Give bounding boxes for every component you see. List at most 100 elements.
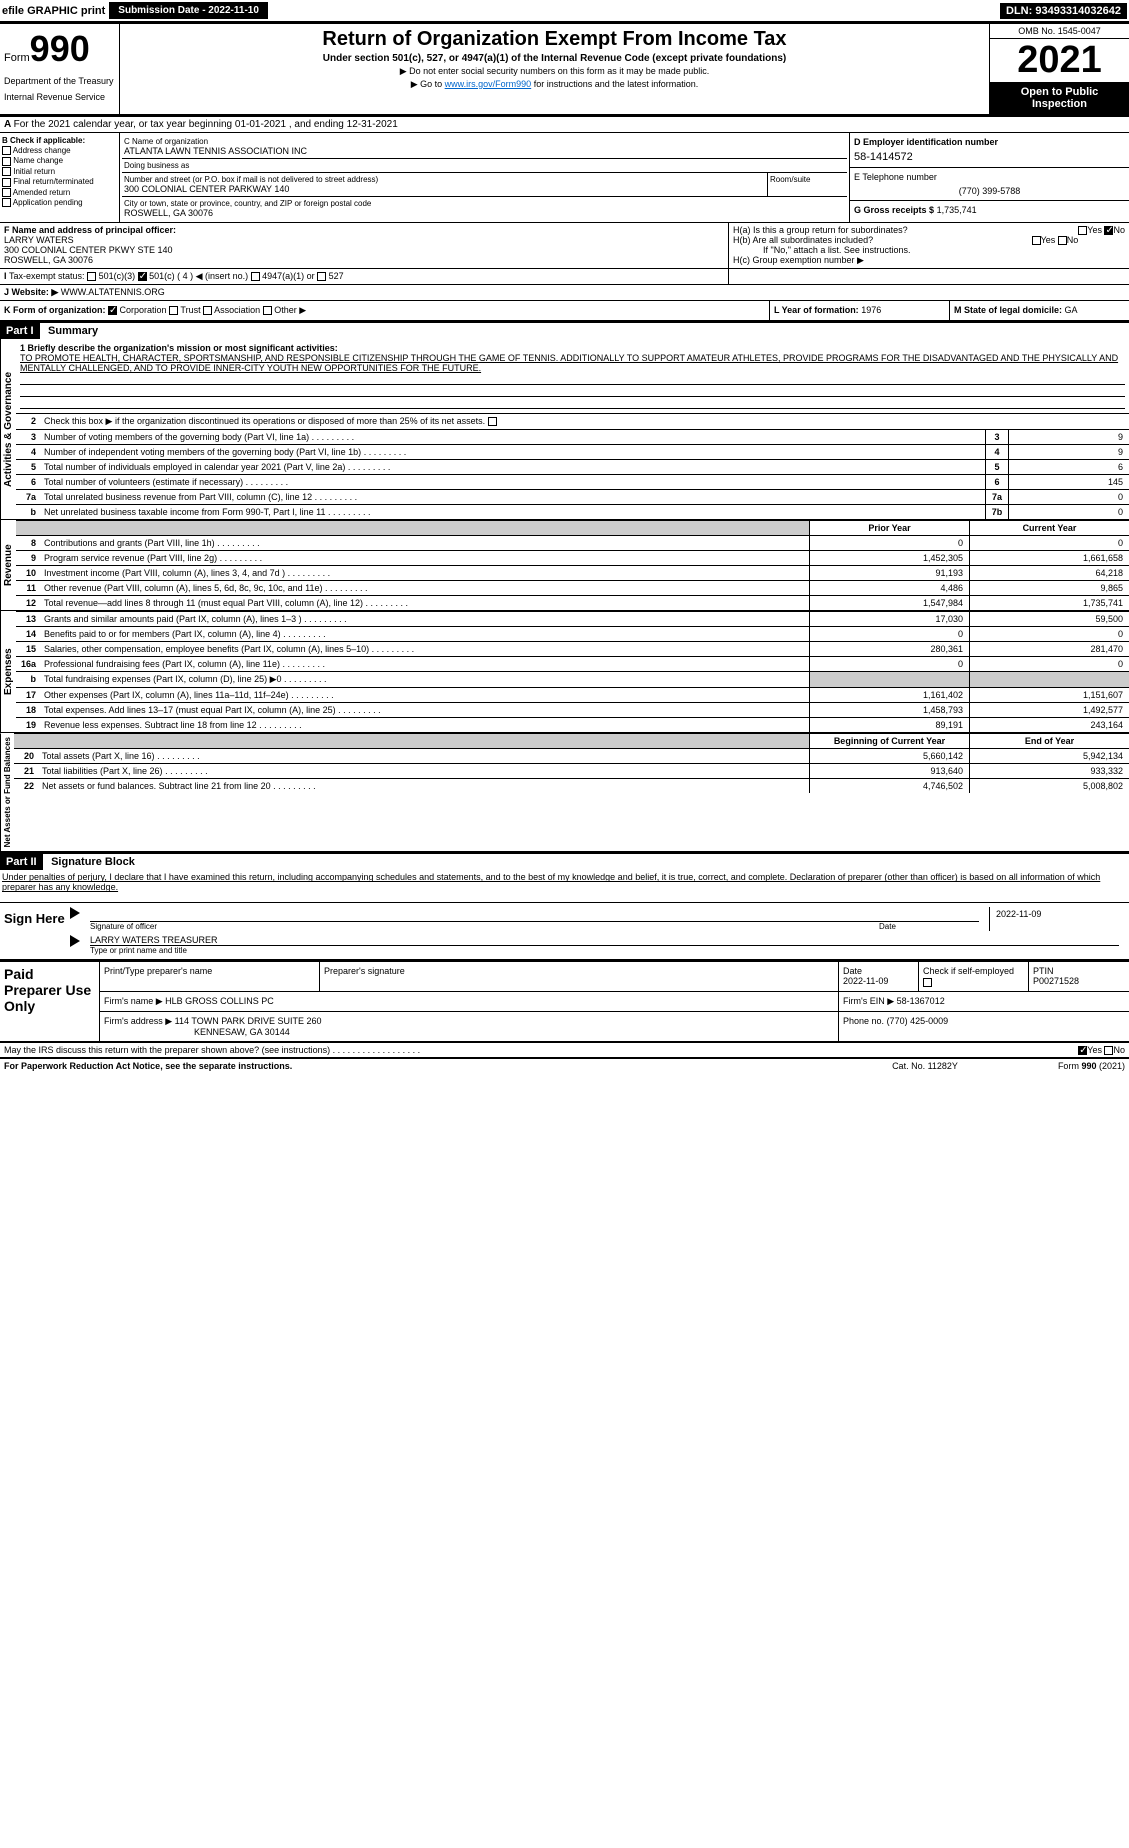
phone-value: (770) 399-5788 (854, 186, 1125, 196)
prep-name-label: Print/Type preparer's name (100, 962, 320, 990)
submission-date-button[interactable]: Submission Date - 2022-11-10 (109, 2, 268, 19)
line-desc: Total liabilities (Part X, line 26) (38, 764, 809, 778)
part1-header-row: Part I Summary (0, 323, 1129, 339)
line-desc: Total revenue—add lines 8 through 11 (mu… (40, 596, 809, 610)
hb-yes-chk[interactable] (1032, 236, 1041, 245)
chk-assoc[interactable] (203, 306, 212, 315)
chk-final[interactable]: Final return/terminated (2, 177, 117, 186)
current-val: 243,164 (969, 718, 1129, 732)
current-val: 9,865 (969, 581, 1129, 595)
line-val: 9 (1009, 430, 1129, 444)
discuss-q: May the IRS discuss this return with the… (4, 1045, 330, 1055)
line-num: 22 (14, 779, 38, 793)
line-num: 21 (14, 764, 38, 778)
part2-badge: Part II (0, 854, 43, 870)
entity-block: B Check if applicable: Address change Na… (0, 133, 1129, 223)
line1-label: 1 Briefly describe the organization's mi… (20, 343, 1125, 353)
line-val: 0 (1009, 490, 1129, 504)
line-num: 16a (16, 657, 40, 671)
prior-val: 17,030 (809, 612, 969, 626)
prior-val: 1,161,402 (809, 688, 969, 702)
line2-chk[interactable] (488, 417, 497, 426)
line-num: 7a (16, 490, 40, 504)
ha-no-chk[interactable] (1104, 226, 1113, 235)
firm-phone-label: Phone no. (843, 1016, 884, 1026)
chk-corp[interactable] (108, 306, 117, 315)
line-desc: Total fundraising expenses (Part IX, col… (40, 672, 809, 687)
line-num: b (16, 672, 40, 687)
chk-pending[interactable]: Application pending (2, 198, 117, 207)
form-number-cell: Form990 Department of the Treasury Inter… (0, 24, 120, 114)
status-right-spacer (729, 269, 1129, 284)
ha-label: H(a) Is this a group return for subordin… (733, 225, 908, 235)
main-title: Return of Organization Exempt From Incom… (124, 28, 985, 51)
sig-declaration: Under penalties of perjury, I declare th… (0, 870, 1129, 894)
prior-val: 1,458,793 (809, 703, 969, 717)
chk-amended[interactable]: Amended return (2, 188, 117, 197)
prior-val: 913,640 (809, 764, 969, 778)
line-val: 6 (1009, 460, 1129, 474)
line-val: 9 (1009, 445, 1129, 459)
phone-box: E Telephone number (770) 399-5788 (850, 168, 1129, 201)
firm-addr2: KENNESAW, GA 30144 (104, 1027, 290, 1037)
chk-501c3[interactable] (87, 272, 96, 281)
discuss-yes-chk[interactable] (1078, 1046, 1087, 1055)
chk-527[interactable] (317, 272, 326, 281)
line-desc: Total unrelated business revenue from Pa… (40, 490, 985, 504)
officer-name: LARRY WATERS (4, 235, 724, 245)
footer-catno: Cat. No. 11282Y (865, 1061, 985, 1071)
line-num: 3 (16, 430, 40, 444)
hb-no-chk[interactable] (1058, 236, 1067, 245)
current-val: 64,218 (969, 566, 1129, 580)
arrow-icon (70, 907, 80, 919)
gov-line: 3 Number of voting members of the govern… (16, 429, 1129, 444)
current-val: 1,151,607 (969, 688, 1129, 702)
line-box: 7a (985, 490, 1009, 504)
irs-link[interactable]: www.irs.gov/Form990 (445, 79, 532, 89)
discuss-row: May the IRS discuss this return with the… (0, 1043, 1129, 1059)
dept-treasury: Department of the Treasury (4, 76, 115, 86)
g-label: G Gross receipts $ (854, 205, 934, 215)
netassets-section: Net Assets or Fund Balances Beginning of… (0, 733, 1129, 854)
name-label: C Name of organization (124, 137, 845, 146)
chk-name-change[interactable]: Name change (2, 156, 117, 165)
part2-header-row: Part II Signature Block (0, 854, 1129, 870)
prior-val (809, 672, 969, 687)
hb-note: If "No," attach a list. See instructions… (733, 245, 1125, 255)
rev-label: Revenue (0, 520, 16, 610)
street-label: Number and street (or P.O. box if mail i… (124, 175, 765, 184)
prior-val: 1,452,305 (809, 551, 969, 565)
line-num: 8 (16, 536, 40, 550)
instr-goto-b: for instructions and the latest informat… (531, 79, 698, 89)
current-val: 5,008,802 (969, 779, 1129, 793)
line-desc: Number of independent voting members of … (40, 445, 985, 459)
city-value: ROSWELL, GA 30076 (124, 208, 845, 218)
form-number: 990 (30, 28, 90, 69)
chk-other[interactable] (263, 306, 272, 315)
chk-self-emp[interactable] (923, 978, 932, 987)
ein-label: D Employer identification number (854, 137, 1125, 147)
year-cell: OMB No. 1545-0047 2021 Open to Public In… (989, 24, 1129, 114)
col-b-checkboxes: B Check if applicable: Address change Na… (0, 133, 120, 222)
sign-here-block: Sign Here Signature of officerDate 2022-… (0, 902, 1129, 960)
line-desc: Grants and similar amounts paid (Part IX… (40, 612, 809, 626)
line-desc: Other revenue (Part VIII, column (A), li… (40, 581, 809, 595)
prep-date-val: 2022-11-09 (843, 976, 888, 986)
line-desc: Other expenses (Part IX, column (A), lin… (40, 688, 809, 702)
arrow-icon-2 (70, 935, 80, 947)
chk-initial[interactable]: Initial return (2, 167, 117, 176)
chk-trust[interactable] (169, 306, 178, 315)
current-val: 1,661,658 (969, 551, 1129, 565)
part1-badge: Part I (0, 323, 40, 339)
ha-yes-chk[interactable] (1078, 226, 1087, 235)
part2-title: Signature Block (45, 854, 141, 870)
street-value: 300 COLONIAL CENTER PARKWAY 140 (124, 184, 765, 194)
fin-line: 12 Total revenue—add lines 8 through 11 … (16, 595, 1129, 610)
chk-addr-change[interactable]: Address change (2, 146, 117, 155)
instr-goto-a: ▶ Go to (411, 79, 445, 89)
line-box: 3 (985, 430, 1009, 444)
chk-501c[interactable] (138, 272, 147, 281)
sig-date-label: Date (879, 922, 979, 931)
chk-4947[interactable] (251, 272, 260, 281)
line-num: 12 (16, 596, 40, 610)
